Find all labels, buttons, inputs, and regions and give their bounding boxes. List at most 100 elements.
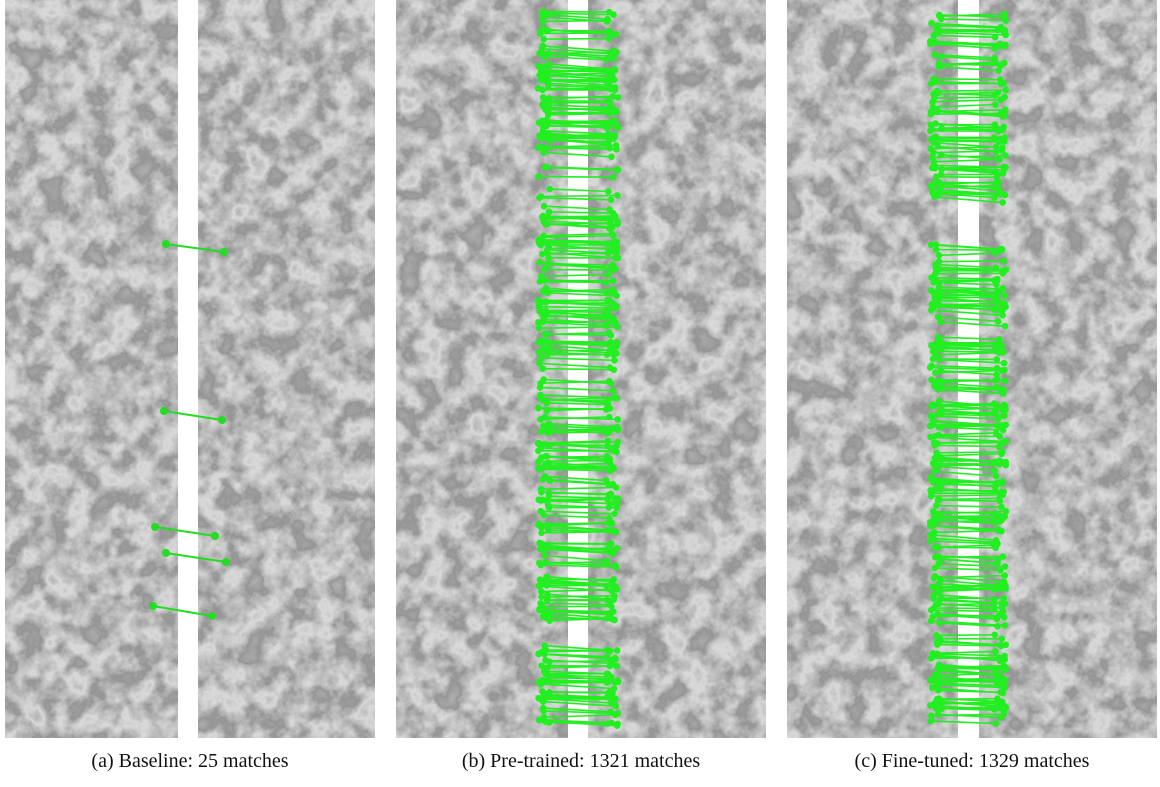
match-point xyxy=(607,414,612,419)
match-point xyxy=(541,233,546,238)
match-point xyxy=(611,395,616,400)
match-line xyxy=(543,369,614,370)
match-point xyxy=(992,606,997,611)
match-point xyxy=(935,27,940,32)
match-point xyxy=(1000,690,1005,695)
match-point xyxy=(999,529,1004,534)
match-point xyxy=(1003,42,1008,47)
match-point xyxy=(998,513,1003,518)
match-point xyxy=(931,419,936,424)
match-point xyxy=(545,464,550,469)
match-point xyxy=(547,611,552,616)
match-point xyxy=(538,681,543,686)
match-point xyxy=(936,253,941,258)
match-point xyxy=(937,482,942,487)
match-line xyxy=(544,270,612,271)
match-point xyxy=(542,204,547,209)
gap-stripe xyxy=(178,0,198,738)
match-point xyxy=(613,266,618,271)
match-point xyxy=(1003,509,1008,514)
panel-c xyxy=(787,0,1157,738)
match-line xyxy=(548,696,607,697)
match-point xyxy=(615,417,620,422)
match-point xyxy=(929,308,934,313)
match-point xyxy=(1000,313,1005,318)
match-point xyxy=(613,655,618,660)
match-point xyxy=(546,69,551,74)
figure-images xyxy=(0,0,1160,745)
match-point xyxy=(1002,667,1007,672)
match-point xyxy=(609,604,614,609)
match-point xyxy=(939,172,944,177)
match-point xyxy=(537,385,542,390)
match-point xyxy=(937,696,942,701)
match-point xyxy=(612,358,617,363)
match-point xyxy=(1003,113,1008,118)
match-point xyxy=(608,616,613,621)
match-point xyxy=(611,56,616,61)
match-point xyxy=(610,73,615,78)
match-point xyxy=(614,664,619,669)
match-point xyxy=(1003,439,1008,444)
match-point xyxy=(932,653,937,658)
match-point xyxy=(997,434,1002,439)
match-point xyxy=(606,314,611,319)
match-point xyxy=(1003,623,1008,628)
match-point xyxy=(604,597,609,602)
match-point xyxy=(928,678,933,683)
match-line xyxy=(541,682,615,683)
match-point xyxy=(928,146,933,151)
match-point xyxy=(936,464,941,469)
match-point xyxy=(541,219,546,224)
match-point xyxy=(1002,11,1007,16)
match-point xyxy=(540,649,545,654)
match-point xyxy=(610,348,615,353)
match-point xyxy=(541,37,546,42)
match-point xyxy=(937,285,942,290)
match-point xyxy=(1002,685,1007,690)
match-point xyxy=(610,581,615,586)
match-point xyxy=(938,381,943,386)
match-point xyxy=(993,649,998,654)
match-point xyxy=(995,90,1000,95)
caption: (b) Pre-trained: 1321 matches xyxy=(396,750,766,773)
match-point xyxy=(604,478,609,483)
match-line xyxy=(938,589,1006,590)
match-point xyxy=(998,568,1003,573)
match-point xyxy=(1003,28,1008,33)
match-point xyxy=(541,706,546,711)
match-point xyxy=(611,278,616,283)
match-line xyxy=(541,596,614,597)
match-point xyxy=(610,287,615,292)
match-point xyxy=(614,143,619,148)
match-point xyxy=(538,136,543,141)
match-point xyxy=(929,377,934,382)
match-point xyxy=(614,449,619,454)
match-point xyxy=(607,226,612,231)
match-line xyxy=(934,97,1004,98)
match-point xyxy=(605,721,610,726)
match-line xyxy=(549,493,611,494)
match-point xyxy=(1002,403,1007,408)
match-point xyxy=(936,581,941,586)
match-point xyxy=(995,704,1000,709)
match-point xyxy=(546,340,551,345)
match-point xyxy=(992,468,997,473)
match-point xyxy=(536,86,541,91)
match-point xyxy=(536,304,541,309)
match-point xyxy=(934,503,939,508)
match-point xyxy=(608,51,613,56)
match-point xyxy=(604,671,609,676)
match-line xyxy=(936,301,998,302)
match-point xyxy=(1001,413,1006,418)
match-point xyxy=(1002,293,1007,298)
match-point xyxy=(929,81,934,86)
match-point xyxy=(615,193,620,198)
match-point xyxy=(543,560,548,565)
match-point xyxy=(547,491,552,496)
match-point xyxy=(540,543,545,548)
match-point xyxy=(615,721,620,726)
match-line xyxy=(546,310,608,311)
match-point xyxy=(930,187,935,192)
match-point xyxy=(609,465,614,470)
